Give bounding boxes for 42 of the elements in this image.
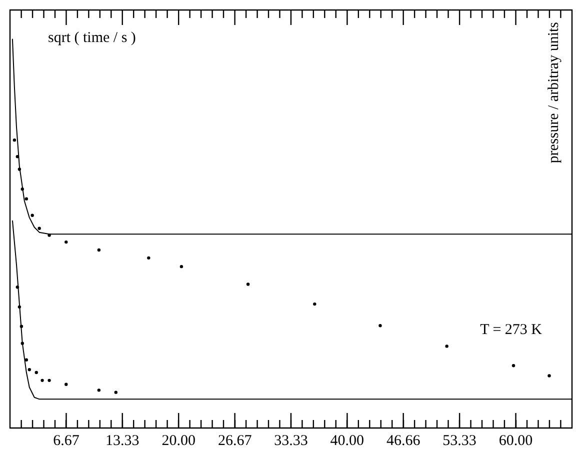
- point: [114, 390, 118, 394]
- point: [20, 187, 24, 191]
- point: [20, 342, 24, 345]
- x-tick-label: 46.66: [386, 432, 421, 449]
- x-tick-label: 60.00: [498, 432, 533, 449]
- point: [64, 240, 68, 244]
- point: [24, 197, 28, 200]
- x-tick-label: 53.33: [442, 432, 476, 449]
- point: [30, 214, 34, 217]
- point: [548, 374, 551, 378]
- x-axis-title: sqrt ( time / s ): [48, 30, 136, 46]
- point: [18, 168, 22, 171]
- point: [48, 378, 51, 382]
- point: [24, 358, 28, 362]
- point: [40, 378, 44, 382]
- point: [378, 324, 382, 328]
- point: [28, 368, 31, 372]
- point: [34, 370, 38, 374]
- x-tick-label: 13.33: [105, 432, 140, 449]
- y-axis-title: pressure / arbitray units: [546, 22, 562, 164]
- point: [97, 248, 101, 252]
- point: [246, 282, 250, 286]
- point: [16, 286, 20, 289]
- annotation: T = 273 K: [480, 322, 542, 338]
- point: [48, 234, 51, 237]
- x-tick-label: 33.33: [274, 432, 308, 449]
- point: [445, 344, 448, 348]
- point: [147, 256, 150, 260]
- point: [12, 138, 16, 142]
- x-tick-label: 40.00: [330, 432, 364, 449]
- point: [97, 388, 101, 392]
- point: [313, 302, 316, 306]
- x-tick-label: 6.67: [53, 432, 80, 449]
- x-tick-label: 20.00: [162, 432, 196, 449]
- point: [20, 324, 24, 328]
- point: [64, 382, 68, 386]
- point: [38, 226, 41, 230]
- point: [16, 155, 20, 158]
- point: [18, 305, 22, 309]
- point: [180, 264, 184, 268]
- x-tick-label: 26.67: [218, 432, 252, 449]
- point: [512, 364, 516, 368]
